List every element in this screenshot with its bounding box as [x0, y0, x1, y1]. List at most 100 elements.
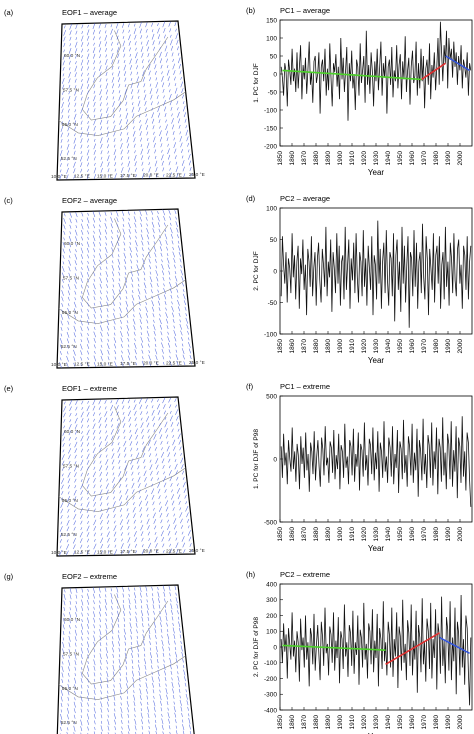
- wind-arrow: [148, 70, 151, 76]
- wind-arrow: [177, 234, 179, 239]
- map-title: EOF2 – average: [62, 196, 117, 205]
- wind-arrow: [114, 173, 117, 180]
- wind-arrow: [117, 606, 119, 610]
- wind-arrow: [74, 636, 77, 642]
- wind-arrow: [135, 611, 137, 615]
- wind-arrow: [98, 218, 101, 222]
- wind-arrow: [105, 618, 107, 622]
- wind-arrow: [139, 210, 142, 216]
- wind-arrow: [169, 657, 172, 664]
- wind-arrow: [140, 531, 144, 537]
- wind-arrow: [68, 266, 71, 272]
- wind-arrow: [131, 489, 135, 495]
- wind-arrow: [151, 300, 154, 307]
- wind-arrow: [68, 67, 71, 71]
- y-tick-label: 100: [266, 205, 277, 212]
- wind-arrow: [107, 349, 110, 355]
- wind-arrow: [66, 532, 69, 537]
- wind-arrow: [93, 543, 97, 550]
- wind-arrow: [156, 471, 159, 476]
- wind-arrow: [99, 272, 102, 276]
- wind-arrow: [87, 696, 89, 701]
- wind-arrow: [175, 166, 179, 173]
- wind-arrow: [174, 22, 177, 27]
- wind-arrow: [157, 294, 160, 300]
- wind-arrow: [93, 326, 96, 330]
- wind-arrow: [111, 271, 115, 277]
- wind-arrow: [87, 230, 90, 235]
- wind-arrow: [140, 599, 143, 604]
- wind-arrow: [163, 283, 165, 287]
- wind-arrow: [87, 168, 89, 173]
- wind-arrow: [66, 543, 70, 550]
- wind-arrow: [100, 714, 103, 719]
- wind-arrow: [180, 269, 184, 276]
- wind-arrow: [154, 348, 158, 355]
- wind-arrow: [99, 36, 101, 40]
- wind-arrow: [162, 549, 165, 553]
- wind-arrow: [60, 502, 64, 508]
- wind-arrow: [74, 284, 77, 290]
- wind-arrow: [94, 726, 96, 730]
- wind-arrow: [66, 338, 70, 344]
- wind-arrow: [120, 131, 122, 136]
- wind-arrow: [140, 234, 144, 240]
- wind-arrow: [100, 484, 102, 488]
- wind-arrow: [106, 653, 108, 659]
- wind-arrow: [100, 543, 104, 549]
- wind-arrow: [106, 496, 109, 501]
- wind-arrow: [87, 612, 89, 616]
- wind-arrow: [60, 713, 63, 720]
- wind-arrow: [175, 542, 179, 549]
- wind-arrow: [121, 23, 125, 28]
- wind-arrow: [183, 361, 186, 366]
- wind-arrow: [75, 218, 78, 223]
- wind-arrow: [155, 453, 158, 457]
- wind-arrow: [118, 83, 121, 88]
- wind-arrow: [128, 222, 131, 229]
- wind-arrow: [68, 635, 71, 642]
- wind-arrow: [69, 618, 71, 624]
- wind-arrow: [67, 484, 70, 489]
- wind-arrow: [99, 253, 102, 259]
- wind-arrow: [169, 167, 171, 171]
- wind-arrow: [168, 349, 171, 354]
- wind-arrow: [80, 271, 84, 278]
- wind-arrow: [67, 327, 69, 331]
- wind-arrow: [167, 707, 169, 711]
- wind-arrow: [162, 21, 166, 28]
- wind-arrow: [99, 659, 102, 665]
- wind-arrow: [176, 100, 179, 105]
- wind-arrow: [93, 525, 97, 531]
- wind-arrow: [93, 501, 96, 507]
- wind-arrow: [121, 726, 123, 730]
- wind-arrow: [106, 671, 109, 678]
- wind-arrow: [176, 172, 179, 178]
- wind-arrow: [121, 731, 123, 734]
- wind-arrow: [123, 628, 126, 635]
- wind-arrow: [141, 428, 144, 434]
- wind-arrow: [92, 29, 96, 35]
- wind-arrow: [67, 703, 69, 707]
- wind-arrow: [87, 665, 90, 672]
- wind-arrow: [100, 508, 103, 512]
- wind-arrow: [159, 130, 162, 137]
- y-tick-label: 0: [273, 71, 277, 78]
- wind-arrow: [113, 695, 116, 701]
- wind-arrow: [130, 465, 134, 470]
- wind-arrow: [170, 421, 174, 427]
- wind-arrow: [170, 294, 173, 299]
- wind-arrow: [189, 724, 191, 730]
- wind-arrow: [153, 617, 156, 621]
- wind-arrow: [145, 671, 147, 676]
- wind-arrow: [163, 294, 167, 300]
- wind-arrow: [86, 525, 90, 532]
- wind-arrow: [128, 29, 130, 33]
- lon-tick-label: 25.0 °E: [189, 172, 205, 178]
- wind-arrow: [174, 647, 177, 651]
- wind-arrow: [175, 282, 178, 288]
- wind-arrow: [133, 216, 137, 223]
- wind-arrow: [99, 642, 102, 647]
- wind-arrow: [87, 138, 89, 143]
- wind-arrow: [159, 125, 161, 129]
